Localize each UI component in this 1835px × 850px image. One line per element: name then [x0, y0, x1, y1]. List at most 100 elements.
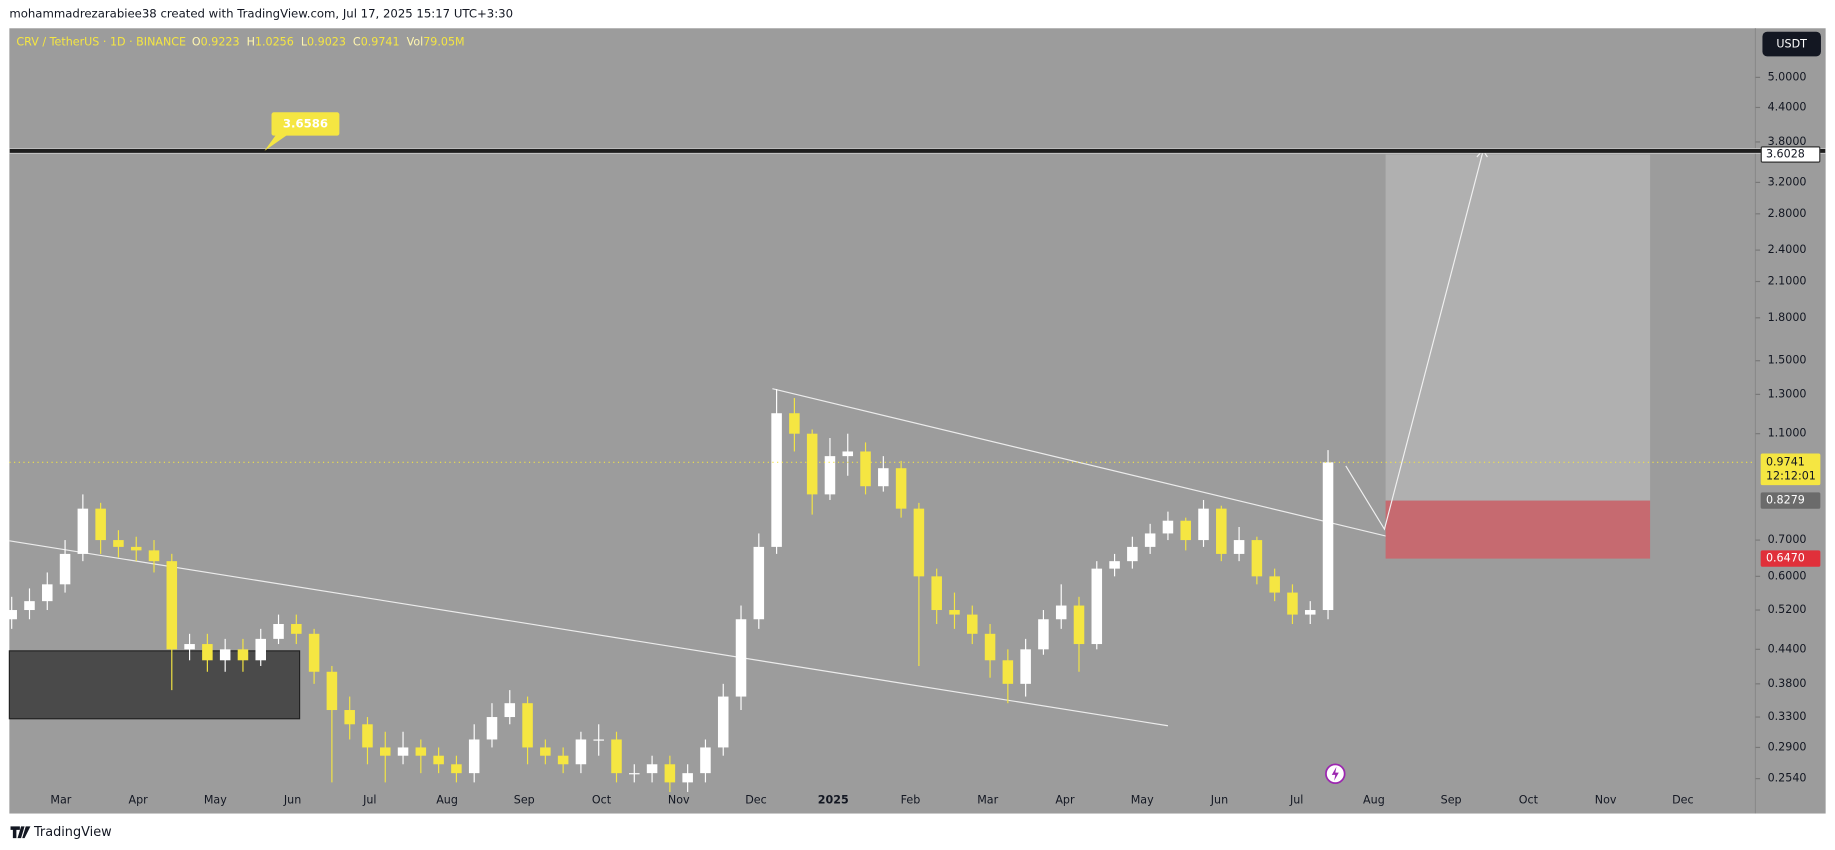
callout-box — [271, 112, 340, 136]
candle-body — [860, 451, 871, 487]
candle-body — [379, 747, 391, 756]
y-tick-label: 3.8000 — [1768, 135, 1807, 148]
currency-button[interactable] — [1762, 31, 1821, 57]
x-tick-label: Oct — [592, 794, 612, 807]
footer: TradingView — [10, 825, 112, 840]
y-tick-label: 0.6000 — [1768, 569, 1807, 582]
candle-body — [842, 451, 854, 457]
candle-body — [148, 550, 160, 562]
x-tick-label: Aug — [436, 794, 458, 807]
y-tick-label: 1.5000 — [1768, 354, 1807, 367]
candle-body — [1322, 462, 1334, 611]
candle-body — [931, 576, 942, 611]
candle-body — [1162, 520, 1174, 534]
stop-price-label: 0.6470 — [1766, 552, 1805, 565]
candle-body — [824, 456, 836, 495]
price-axis: 5.0000 4.4000 3.8000 3.2000 2.8000 2.4000 2.10… — [1755, 70, 1821, 785]
candle-body — [575, 739, 587, 765]
candle-body — [202, 644, 213, 661]
candle-body — [967, 614, 978, 634]
y-tick-label: 0.5200 — [1768, 603, 1807, 616]
candle-body — [1144, 533, 1156, 547]
candle-body — [522, 703, 533, 748]
y-tick-label: 0.3300 — [1768, 710, 1807, 723]
x-tick-label: Dec — [1672, 794, 1694, 807]
candle-body — [130, 546, 142, 551]
y-tick-label: 2.4000 — [1768, 243, 1807, 256]
last-price-countdown: 12:12:01 — [1766, 469, 1816, 482]
target-zone — [1385, 154, 1651, 501]
candle-body — [6, 610, 17, 620]
ohlc-value: 1.0256 — [255, 35, 294, 48]
target-price-badge — [1760, 146, 1821, 163]
candle-body — [664, 764, 676, 783]
ohlc-key: Vol — [407, 35, 424, 48]
y-tick-label: 0.2540 — [1768, 772, 1807, 785]
x-tick-label: Jul — [362, 794, 376, 807]
candle-body — [557, 755, 569, 765]
y-tick-label: 1.8000 — [1768, 311, 1807, 324]
ohlc-key: H — [247, 35, 255, 48]
brand-name: TradingView — [33, 825, 112, 840]
candle-body — [878, 468, 889, 487]
candle-body — [1055, 605, 1067, 620]
callout-label: 3.6586 — [283, 116, 328, 130]
y-tick-label: 3.2000 — [1768, 175, 1807, 188]
candle-body — [1109, 561, 1120, 569]
candle-body — [451, 764, 462, 774]
ohlc-value: 79.05M — [423, 35, 464, 48]
x-tick-label: Apr — [128, 794, 148, 807]
trendline-lower — [9, 540, 1169, 727]
x-tick-label: Nov — [668, 794, 690, 807]
candle-body — [397, 747, 409, 756]
candle-body — [717, 696, 729, 748]
candle-body — [789, 413, 800, 434]
candle-body — [913, 508, 925, 577]
y-tick-label: 4.4000 — [1768, 100, 1807, 113]
candle-body — [59, 553, 71, 585]
y-tick-label: 0.7000 — [1768, 533, 1807, 546]
candle-body — [593, 739, 604, 741]
ohlc-value: 0.9023 — [307, 35, 346, 48]
candle-body — [237, 649, 249, 661]
ohlc-legend: O0.9223 H1.0256 L0.9023 C0.9741 Vol79.05M — [192, 35, 465, 48]
candle-body — [433, 755, 444, 765]
candle-body — [1127, 546, 1138, 562]
y-tick-label: 2.1000 — [1768, 275, 1807, 288]
currency-label[interactable]: USDT — [1776, 38, 1807, 51]
candle-body — [255, 638, 267, 661]
candle-body — [1304, 610, 1316, 615]
legend: CRV / TetherUS · 1D · BINANCE O0.9223 H1.… — [16, 35, 464, 48]
overlay: 3.6586 — [9, 112, 1826, 784]
candle-body — [1287, 592, 1298, 615]
candle-body — [362, 724, 373, 748]
last-price-badge — [1760, 453, 1821, 486]
candle-body — [611, 739, 622, 774]
candle-body — [219, 649, 231, 661]
time-axis: Mar Apr May Jun Jul Aug Sep Oct Nov Dec 2025 Feb Mar… — [50, 794, 1693, 807]
candle-body — [184, 644, 195, 650]
brand-logo — [10, 826, 31, 839]
candle-body — [1251, 540, 1263, 577]
x-tick-label: Sep — [514, 794, 535, 807]
stop-price-badge — [1760, 550, 1821, 567]
zone-box — [8, 650, 301, 720]
y-tick-label: 1.1000 — [1768, 427, 1807, 440]
position-tool — [1385, 154, 1651, 559]
trendline-upper — [772, 388, 1426, 547]
x-tick-label: Nov — [1595, 794, 1617, 807]
candle-body — [753, 546, 765, 620]
y-tick-label: 2.8000 — [1768, 207, 1807, 220]
x-tick-label: Aug — [1363, 794, 1385, 807]
target-price-label: 3.6028 — [1766, 148, 1805, 161]
candle-body — [1269, 576, 1280, 593]
candle-body — [166, 561, 178, 650]
candle-body — [77, 508, 89, 554]
candle-body — [735, 619, 747, 697]
candle-body — [629, 773, 640, 775]
x-tick-label: May — [1131, 794, 1154, 807]
x-tick-label: Mar — [50, 794, 71, 807]
x-tick-label: Jun — [283, 794, 301, 807]
candle-body — [113, 540, 124, 547]
candle-body — [468, 739, 480, 774]
